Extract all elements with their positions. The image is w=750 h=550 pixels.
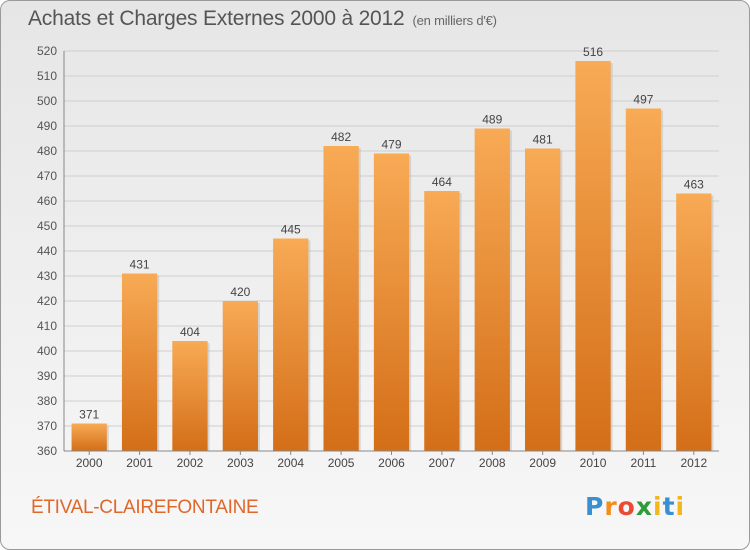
y-tick-label: 380 — [37, 394, 57, 408]
bar-2010 — [575, 61, 611, 451]
y-tick-label: 400 — [37, 344, 57, 358]
value-labels: 371 431 404 420 445 482 479 464 489 481 516 497 463 — [79, 45, 704, 422]
x-tick-label: 2008 — [479, 456, 506, 470]
y-tick-label: 370 — [37, 419, 57, 433]
bar-value-label: 464 — [432, 175, 452, 189]
bar-2011 — [625, 108, 662, 451]
bar-2006 — [373, 153, 410, 451]
x-tick-label: 2000 — [76, 456, 103, 470]
proxiti-logo[interactable]: Proxiti — [585, 492, 686, 521]
bar-value-label: 489 — [482, 113, 502, 127]
bar-2008 — [474, 128, 510, 451]
x-tick-label: 2007 — [429, 456, 456, 470]
x-tick-label: 2006 — [378, 456, 405, 470]
bar-value-label: 479 — [381, 138, 401, 152]
bar-value-label: 445 — [281, 223, 301, 237]
x-tick-label: 2011 — [631, 456, 657, 470]
y-tick-label: 420 — [37, 294, 57, 308]
bar-2009 — [525, 148, 561, 451]
bar-2007 — [424, 191, 460, 451]
x-tick-label: 2001 — [126, 456, 153, 470]
y-tick-label: 480 — [37, 144, 57, 158]
y-tick-label: 510 — [37, 69, 57, 83]
bar-value-label: 404 — [180, 325, 200, 339]
y-tick-label: 410 — [37, 319, 57, 333]
bar-2002 — [172, 341, 208, 451]
bar-2001 — [121, 273, 158, 451]
y-tick-label: 470 — [37, 169, 57, 183]
y-tick-label: 500 — [37, 94, 57, 108]
bar-value-label: 497 — [633, 93, 653, 107]
chart-title: Achats et Charges Externes 2000 à 2012 (e… — [28, 7, 497, 31]
y-tick-label: 460 — [37, 194, 57, 208]
chart-title-text: Achats et Charges Externes 2000 à 2012 — [28, 7, 405, 30]
bar-value-label: 463 — [684, 178, 704, 192]
y-tick-label: 450 — [37, 219, 57, 233]
bar-value-label: 481 — [533, 133, 553, 147]
x-tick-label: 2010 — [580, 456, 607, 470]
commune-name: ÉTIVAL-CLAIREFONTAINE — [31, 497, 259, 518]
bar-2004 — [273, 238, 309, 451]
y-tick-label: 360 — [37, 444, 57, 458]
y-tick-label: 490 — [37, 119, 57, 133]
bars — [71, 61, 714, 451]
bar-value-label: 431 — [130, 258, 150, 272]
chart-subtitle: (en milliers d'€) — [412, 13, 497, 28]
y-tick-label: 390 — [37, 369, 57, 383]
x-tick-label: 2009 — [529, 456, 556, 470]
y-tick-label: 430 — [37, 269, 57, 283]
x-tick-label: 2003 — [227, 456, 254, 470]
bar-value-label: 482 — [331, 130, 351, 144]
bar-value-label: 420 — [230, 285, 250, 299]
bar-2012 — [676, 193, 712, 451]
x-tick-label: 2004 — [277, 456, 304, 470]
x-tick-label: 2012 — [680, 456, 707, 470]
bar-2005 — [323, 146, 359, 451]
axes: 360 370 380 390 400 410 420 430 440 450 460 470 480 4… — [37, 44, 719, 470]
y-tick-label: 520 — [37, 44, 57, 58]
y-tick-label: 440 — [37, 244, 57, 258]
bar-2000 — [71, 423, 107, 451]
x-tick-label: 2005 — [328, 456, 355, 470]
x-tick-label: 2002 — [177, 456, 204, 470]
bar-2003 — [222, 301, 258, 451]
bar-value-label: 371 — [79, 408, 99, 422]
bar-value-label: 516 — [583, 45, 603, 59]
